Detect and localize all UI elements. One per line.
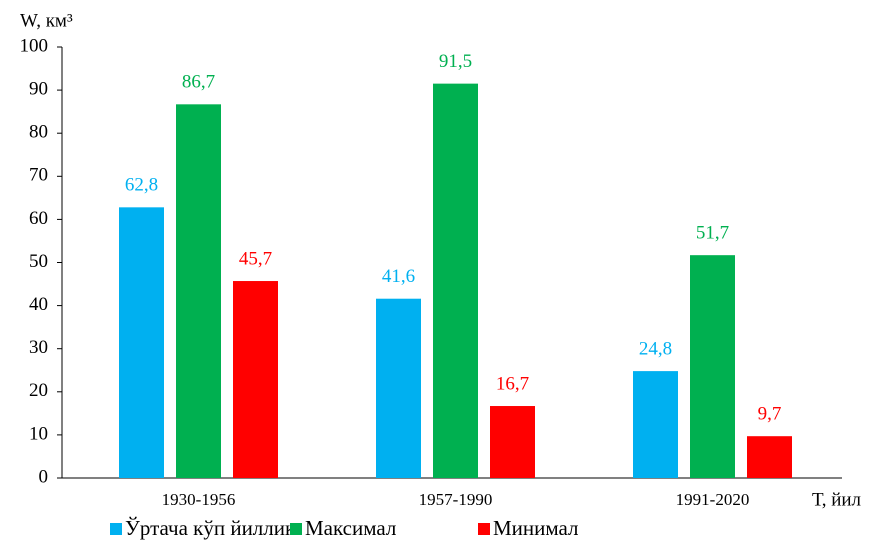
bar [119,207,164,478]
bar [376,298,421,478]
data-label: 62,8 [125,175,158,196]
x-tick-label: 1957-1990 [419,490,493,509]
bar [233,281,278,478]
data-label: 9,7 [758,404,782,425]
y-tick-label: 70 [29,165,48,186]
legend-swatch [478,523,490,535]
legend-swatch [110,523,122,535]
data-label: 86,7 [182,72,215,93]
legend-label: Максимал [305,516,396,540]
data-label: 16,7 [496,373,529,394]
bar [690,255,735,478]
data-label: 51,7 [696,223,729,244]
y-tick-label: 0 [39,466,49,487]
y-tick-label: 30 [29,337,48,358]
y-tick-label: 20 [29,380,48,401]
data-label: 45,7 [239,248,272,269]
x-tick-label: 1991-2020 [676,490,750,509]
bar [747,436,792,478]
y-tick-label: 50 [29,251,48,272]
y-tick-label: 40 [29,294,48,315]
legend-label: Минимал [493,516,579,540]
legend-label: Ўртача кўп йиллик [125,516,296,540]
data-label: 24,8 [639,338,672,359]
x-axis-label: Т, йил [812,489,862,510]
x-tick-label: 1930-1956 [162,490,236,509]
y-tick-label: 100 [20,35,49,56]
bar [176,104,221,478]
bar [490,406,535,478]
data-label: 91,5 [439,51,472,72]
legend-swatch [290,523,302,535]
y-tick-label: 90 [29,78,48,99]
bar [633,371,678,478]
bar [433,83,478,478]
data-label: 41,6 [382,266,415,287]
y-tick-label: 10 [29,423,48,444]
y-tick-label: 60 [29,208,48,229]
y-tick-label: 80 [29,122,48,143]
y-axis-label: W, км³ [20,10,73,31]
